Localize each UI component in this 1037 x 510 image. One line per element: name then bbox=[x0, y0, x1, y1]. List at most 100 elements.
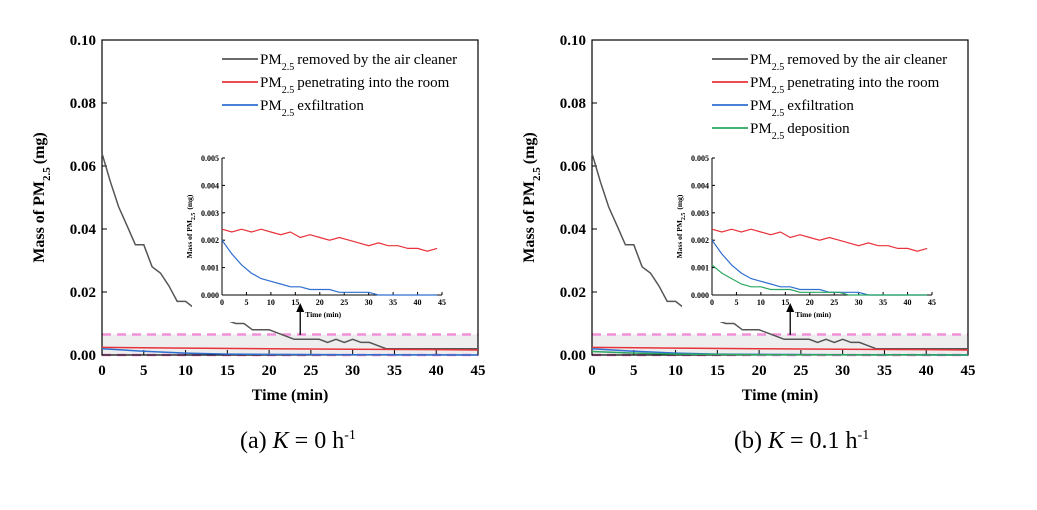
legend-entry: PM2.5 removed by the air cleaner bbox=[750, 52, 947, 73]
x-tick-label: 10 bbox=[178, 363, 193, 379]
inset-y-tick-label: 0.004 bbox=[691, 181, 709, 190]
y-axis-label: Mass of PM2.5(mg) bbox=[31, 132, 53, 263]
inset-x-tick-label: 0 bbox=[220, 298, 224, 307]
inset-y-tick-label: 0.004 bbox=[201, 181, 219, 190]
x-tick-label: 30 bbox=[345, 363, 360, 379]
x-axis-label: Time (min) bbox=[742, 387, 819, 404]
inset-x-tick-label: 0 bbox=[710, 298, 714, 307]
inset-series-line-0 bbox=[221, 228, 438, 252]
inset-y-tick-label: 0.003 bbox=[201, 209, 219, 218]
inset-y-tick-label: 0.001 bbox=[201, 264, 219, 273]
y-tick-label: 0.06 bbox=[560, 159, 587, 175]
series-line-2 bbox=[101, 347, 479, 356]
x-tick-label: 20 bbox=[752, 363, 767, 379]
x-tick-label: 5 bbox=[140, 363, 148, 379]
inset-y-tick-label: 0.005 bbox=[691, 154, 709, 163]
legend-entry: PM2.5 exfiltration bbox=[750, 98, 854, 119]
chart-panel-a: 0 5 10 15 20 25 30 35 40 45 0.00 0.02 0.04 0.06 0.08 0.… bbox=[0, 0, 500, 420]
caption-b: (b) K = 0.1 h-1 bbox=[734, 428, 869, 455]
chart-panel-b: 0 5 10 15 20 25 30 35 40 45 0.00 0.02 0.04 0.06 0.08 0.… bbox=[490, 0, 990, 420]
y-axis-label: Mass of PM2.5(mg) bbox=[521, 132, 543, 263]
inset-y-tick-label: 0.002 bbox=[201, 236, 219, 245]
x-tick-label: 15 bbox=[710, 363, 725, 379]
inset-y-axis-label: Mass of PM2.5(mg) bbox=[185, 194, 197, 258]
legend-entry: PM2.5 penetrating into the room bbox=[750, 75, 940, 96]
inset-x-tick-label: 35 bbox=[389, 298, 397, 307]
inset-x-tick-label: 15 bbox=[291, 298, 299, 307]
inset-x-tick-label: 35 bbox=[879, 298, 887, 307]
inset-series-line-1 bbox=[221, 239, 438, 296]
x-tick-label: 20 bbox=[262, 363, 277, 379]
inset-y-tick-label: 0.000 bbox=[691, 291, 709, 300]
legend-entry: PM2.5 penetrating into the room bbox=[260, 75, 450, 96]
caption-a-value: = 0 h bbox=[294, 428, 345, 454]
inset-x-axis-label: Time (min) bbox=[795, 310, 831, 319]
inset-background bbox=[682, 150, 942, 322]
y-tick-label: 0.02 bbox=[70, 285, 96, 301]
x-tick-label: 35 bbox=[877, 363, 892, 379]
x-tick-label: 15 bbox=[220, 363, 235, 379]
series-line-1 bbox=[101, 346, 479, 351]
inset-x-tick-label: 25 bbox=[340, 298, 348, 307]
y-tick-label: 0.04 bbox=[70, 222, 97, 238]
series-line-3 bbox=[591, 350, 969, 356]
x-tick-label: 25 bbox=[303, 363, 318, 379]
caption-b-prefix: (b) bbox=[734, 428, 762, 454]
caption-a-symbol: K bbox=[272, 428, 289, 454]
inset-x-tick-label: 30 bbox=[855, 298, 863, 307]
x-tick-label: 5 bbox=[630, 363, 638, 379]
chart-b-svg: 0 5 10 15 20 25 30 35 40 45 0.00 0.02 0.04 0.06 0.08 0.… bbox=[521, 33, 976, 404]
x-tick-label: 40 bbox=[919, 363, 934, 379]
x-tick-label: 0 bbox=[588, 363, 596, 379]
caption-b-value: = 0.1 h bbox=[790, 428, 858, 454]
inset-arrow-head bbox=[786, 303, 795, 312]
x-tick-label: 0 bbox=[98, 363, 106, 379]
chart-a-svg: 0 5 10 15 20 25 30 35 40 45 0.00 0.02 0.04 0.06 0.08 0.… bbox=[31, 33, 486, 404]
inset-x-tick-label: 30 bbox=[365, 298, 373, 307]
caption-a-prefix: (a) bbox=[240, 428, 267, 454]
inset-x-tick-label: 5 bbox=[734, 298, 738, 307]
y-tick-label: 0.00 bbox=[560, 348, 586, 364]
inset-series-line-0 bbox=[711, 228, 928, 252]
caption-a: (a) K = 0 h-1 bbox=[240, 428, 356, 455]
y-tick-label: 0.08 bbox=[70, 96, 96, 112]
inset-x-tick-label: 45 bbox=[928, 298, 936, 307]
inset-x-tick-label: 45 bbox=[438, 298, 446, 307]
y-tick-label: 0.04 bbox=[560, 222, 587, 238]
x-tick-label: 10 bbox=[668, 363, 683, 379]
inset-x-tick-label: 10 bbox=[267, 298, 275, 307]
inset-x-axis-label: Time (min) bbox=[305, 310, 341, 319]
y-tick-label: 0.10 bbox=[70, 33, 96, 49]
inset-x-tick-label: 20 bbox=[316, 298, 324, 307]
series-line-0 bbox=[101, 153, 478, 350]
caption-b-exponent: -1 bbox=[857, 428, 870, 443]
inset-y-tick-label: 0.003 bbox=[691, 209, 709, 218]
y-tick-label: 0.02 bbox=[560, 285, 586, 301]
inset-x-tick-label: 5 bbox=[244, 298, 248, 307]
inset-x-tick-label: 40 bbox=[414, 298, 422, 307]
x-tick-label: 45 bbox=[471, 363, 486, 379]
inset-x-tick-label: 15 bbox=[781, 298, 789, 307]
inset-y-tick-label: 0.000 bbox=[201, 291, 219, 300]
y-tick-label: 0.08 bbox=[560, 96, 586, 112]
inset-series-line-2 bbox=[711, 264, 928, 296]
inset-y-axis-label: Mass of PM2.5(mg) bbox=[675, 194, 687, 258]
legend-entry: PM2.5 removed by the air cleaner bbox=[260, 52, 457, 73]
inset-y-tick-label: 0.002 bbox=[691, 236, 709, 245]
inset-x-tick-label: 20 bbox=[806, 298, 814, 307]
inset-y-tick-label: 0.001 bbox=[691, 264, 709, 273]
caption-a-exponent: -1 bbox=[344, 428, 356, 443]
series-line-0 bbox=[591, 153, 968, 350]
x-axis-label: Time (min) bbox=[252, 387, 329, 404]
y-tick-label: 0.00 bbox=[70, 348, 96, 364]
x-tick-label: 30 bbox=[835, 363, 850, 379]
inset-arrow-head bbox=[296, 303, 305, 312]
inset-x-tick-label: 40 bbox=[904, 298, 912, 307]
series-line-1 bbox=[591, 346, 969, 351]
inset-x-tick-label: 10 bbox=[757, 298, 765, 307]
caption-b-symbol: K bbox=[767, 428, 784, 454]
x-tick-label: 40 bbox=[429, 363, 444, 379]
inset-y-tick-label: 0.005 bbox=[201, 154, 219, 163]
x-tick-label: 35 bbox=[387, 363, 402, 379]
inset-background bbox=[192, 150, 452, 322]
